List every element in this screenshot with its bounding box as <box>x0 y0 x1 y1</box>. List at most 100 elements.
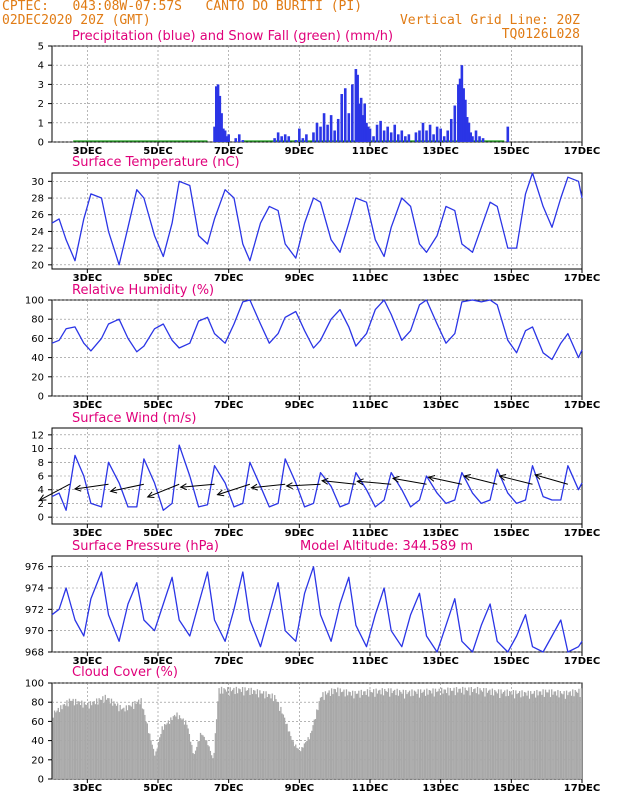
cloud-bar <box>460 692 463 779</box>
cloud-bar <box>170 717 172 779</box>
rh-series-line <box>51 299 583 361</box>
cloud-bar <box>548 689 550 779</box>
rh-frame <box>51 299 583 397</box>
cloud-bar <box>83 701 85 779</box>
cloud-bar <box>438 688 440 779</box>
precip-bar <box>218 95 222 142</box>
cloud-bar <box>485 688 487 779</box>
cloud-bar <box>436 691 438 779</box>
cloud-bar <box>486 692 489 779</box>
cloud-bar <box>183 724 186 779</box>
cloud-bar <box>363 691 365 779</box>
wind-barb <box>356 478 392 486</box>
cloud-bar <box>356 693 359 779</box>
precip-ytick-label: 1 <box>38 118 44 129</box>
cloud-bar <box>556 695 558 779</box>
cloud-bar <box>535 697 537 779</box>
cloud-bar <box>537 695 539 779</box>
cloud-bar <box>563 691 565 779</box>
cloud-bar <box>469 695 471 779</box>
cloud-bar <box>421 693 423 779</box>
cloud-bar <box>415 691 417 779</box>
cloud-bar <box>507 695 510 779</box>
cloud-bar <box>297 748 299 779</box>
cloud-bar <box>167 720 170 779</box>
cloud-bar <box>82 707 84 779</box>
cloud-xtick-label: 11DEC <box>352 783 388 794</box>
cloud-bar <box>187 728 189 779</box>
precip-bar <box>407 134 411 142</box>
cloud-bar <box>134 700 136 779</box>
cloud-bar <box>309 733 312 779</box>
cloud-bar <box>145 721 147 779</box>
title-pres: Surface Pressure (hPa) <box>72 539 219 554</box>
temp-ytick-label: 22 <box>31 244 44 255</box>
cloud-xtick-label: 9DEC <box>285 783 314 794</box>
cloud-bar <box>87 702 89 779</box>
cloud-bar <box>173 714 176 779</box>
cloud-bar <box>198 740 200 779</box>
cloud-bar <box>452 690 454 779</box>
cloud-bar <box>147 733 150 779</box>
precip-bar <box>294 140 298 142</box>
cloud-bar <box>91 705 93 779</box>
cloud-bar <box>160 734 162 779</box>
cloud-bar <box>192 753 194 779</box>
cloud-bar <box>171 720 173 779</box>
precip-bar <box>276 132 280 142</box>
cloud-bar <box>98 698 100 779</box>
wind-barb <box>216 483 251 497</box>
temp-series-line <box>51 172 583 266</box>
cloud-bar <box>269 694 271 779</box>
cloud-bar <box>66 700 68 779</box>
cloud-bar <box>188 733 191 779</box>
cloud-bar <box>239 689 241 779</box>
cloud-bar <box>262 691 265 779</box>
precip-bar <box>358 103 361 142</box>
temp-ytick-label: 24 <box>31 227 44 238</box>
cloud-bar <box>523 691 526 779</box>
cloud-bar <box>411 689 413 779</box>
cloud-bar <box>478 694 480 779</box>
cloud-bar <box>202 735 204 779</box>
cloud-bar <box>142 709 145 779</box>
cloud-bar <box>541 694 543 779</box>
cloud-bar <box>89 701 92 779</box>
cloud-bar <box>484 696 486 779</box>
cloud-bar <box>434 688 437 779</box>
cloud-bar <box>52 717 55 779</box>
wind-barb <box>250 483 286 491</box>
header-location: CPTEC: 043:08W-07:57S CANTO DO BURITI (P… <box>2 0 363 14</box>
cloud-bar <box>276 702 278 779</box>
cloud-bar <box>81 700 83 779</box>
cloud-bar <box>322 692 324 779</box>
rh-xtick-label: 17DEC <box>564 400 600 411</box>
precip-bar <box>425 130 428 142</box>
cloud-bar <box>473 689 475 779</box>
cloud-bar <box>77 701 79 779</box>
cloud-bar <box>480 690 482 779</box>
rh-xtick-label: 11DEC <box>352 400 388 411</box>
header-grid-note: Vertical Grid Line: 20Z <box>399 13 580 28</box>
cloud-bar <box>100 699 103 779</box>
precip-ytick-label: 0 <box>38 138 44 149</box>
cloud-bar <box>178 715 181 779</box>
cloud-bar <box>301 747 303 779</box>
cloud-bar <box>543 696 545 779</box>
precip-bar <box>453 105 457 142</box>
cloud-bar <box>224 689 226 779</box>
cloud-bar <box>180 718 182 779</box>
cloud-bar <box>562 694 564 779</box>
cloud-bar <box>191 744 193 779</box>
cloud-bar <box>448 695 450 779</box>
rh-ytick-label: 80 <box>31 315 44 326</box>
cloud-xtick-label: 17DEC <box>564 783 600 794</box>
cloud-bar <box>579 697 581 779</box>
cloud-bar <box>254 690 256 779</box>
precip-bar <box>225 136 229 142</box>
temp-xtick-label: 9DEC <box>285 273 314 284</box>
cloud-bar <box>361 695 364 779</box>
wind-ytick-label: 10 <box>31 444 44 455</box>
cloud-bar <box>233 687 235 779</box>
cloud-bar <box>348 691 350 779</box>
